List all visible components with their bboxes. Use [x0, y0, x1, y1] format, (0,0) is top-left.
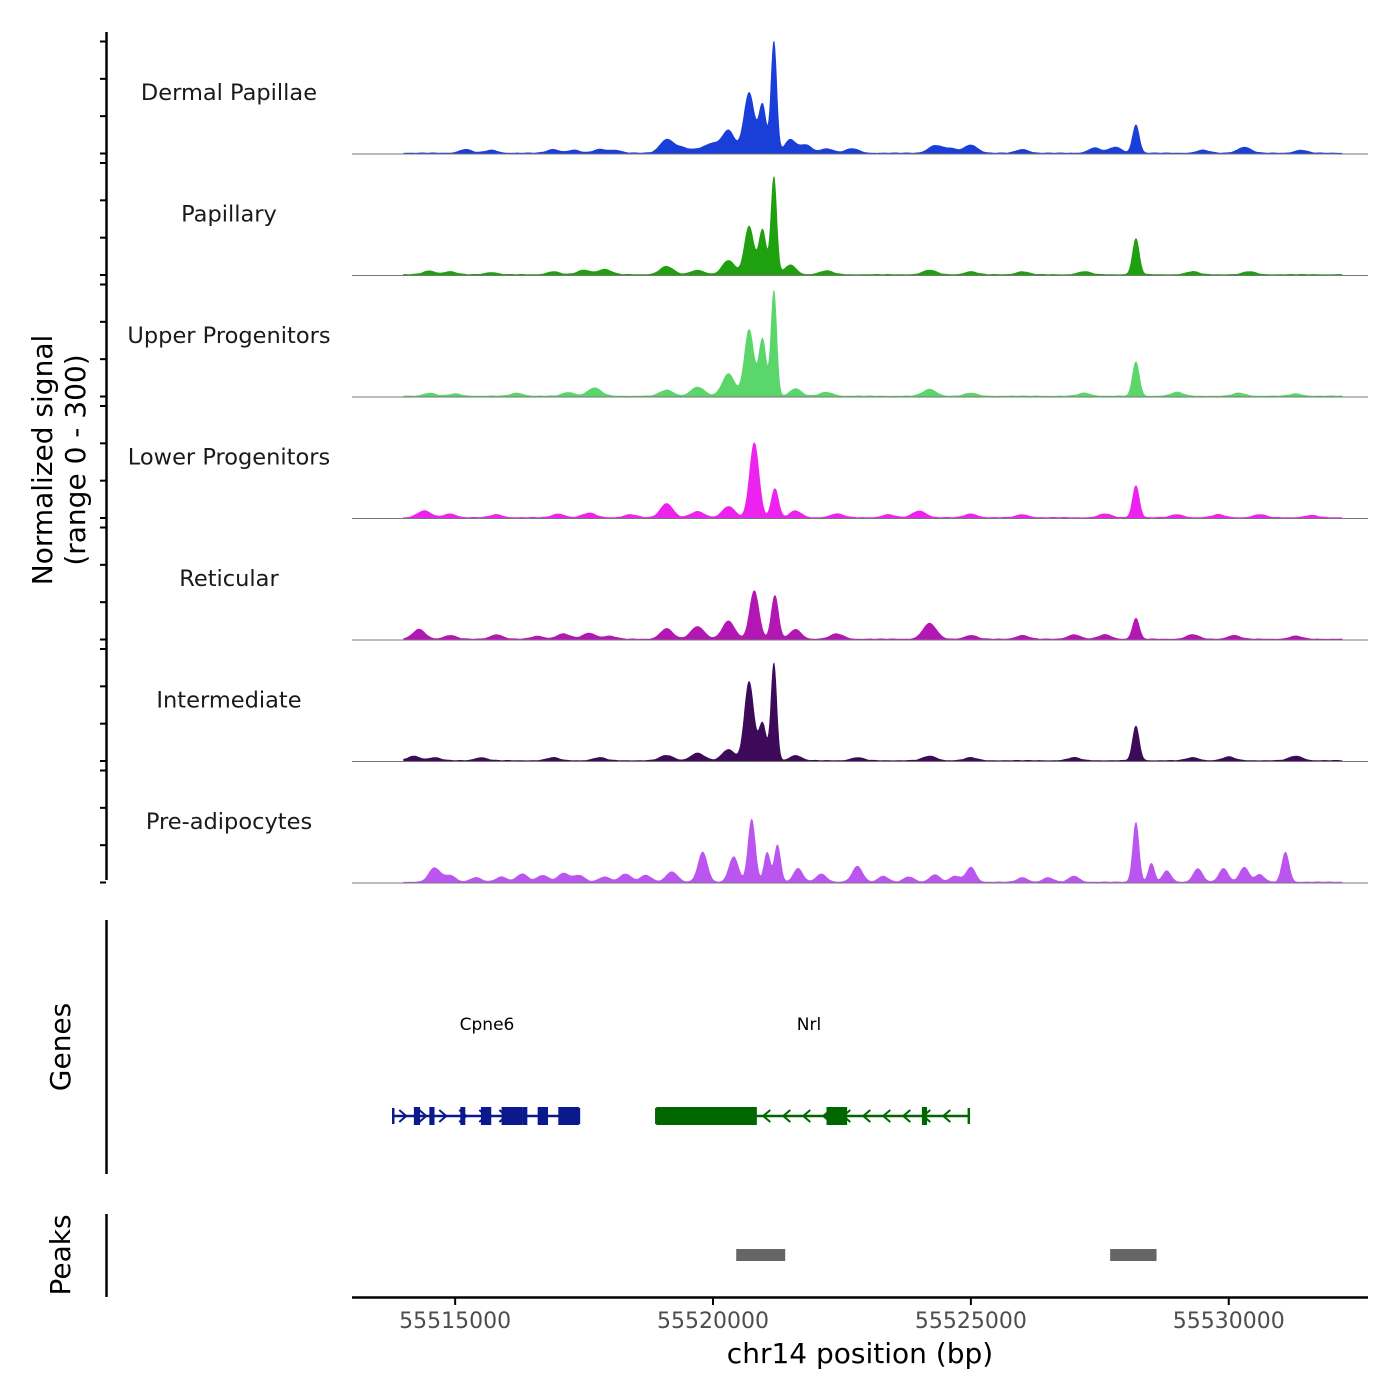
coverage-area — [403, 662, 1343, 762]
exon — [558, 1107, 579, 1125]
exon — [826, 1107, 848, 1125]
exon — [413, 1107, 421, 1125]
x-axis-title: chr14 position (bp) — [727, 1337, 993, 1370]
exon — [480, 1107, 492, 1125]
y-axis-title-line-2: (range 0 - 300) — [59, 354, 92, 565]
track-papillary: Papillary — [181, 175, 1368, 276]
strand-arrow — [901, 1109, 911, 1123]
y-axis-title-line-1: Normalized signal — [26, 335, 59, 586]
coverage-area — [403, 590, 1343, 640]
strand-arrow — [881, 1109, 891, 1123]
exon — [501, 1107, 523, 1125]
signal-y-axis-ticks — [100, 40, 106, 884]
coverage-area — [403, 289, 1343, 397]
exon — [429, 1107, 435, 1125]
exon — [537, 1107, 548, 1125]
strand-arrow — [418, 1109, 428, 1123]
x-axis-ticks: 55515000 55520000 55525000 55530000 — [399, 1298, 1285, 1334]
exon — [460, 1107, 466, 1125]
coverage-tracks: Dermal Papillae Papillary Upper Progenitor… — [127, 40, 1368, 884]
track-label: Lower Progenitors — [128, 445, 330, 471]
coverage-area — [403, 818, 1343, 883]
track-label: Pre-adipocytes — [146, 809, 312, 835]
gene-name: Nrl — [797, 1015, 821, 1035]
exon — [921, 1107, 928, 1125]
track-label: Reticular — [179, 566, 279, 592]
strand-arrow — [781, 1109, 791, 1123]
genes-panel-label: Genes — [44, 1003, 77, 1091]
peaks-panel-label: Peaks — [44, 1214, 77, 1295]
track-pre-adipocytes: Pre-adipocytes — [146, 809, 1368, 884]
strand-arrow — [941, 1109, 951, 1123]
coverage-area — [403, 442, 1343, 519]
gene-models: Cpne6 Nrl — [392, 1015, 971, 1125]
track-label: Upper Progenitors — [127, 323, 330, 349]
track-label: Intermediate — [156, 688, 301, 714]
x-tick-label: 55515000 — [399, 1309, 511, 1334]
x-tick-label: 55520000 — [657, 1309, 769, 1334]
peak-region — [736, 1249, 786, 1261]
strand-arrow — [801, 1109, 811, 1123]
track-upper-progenitors: Upper Progenitors — [127, 289, 1368, 398]
gene-cpne6: Cpne6 — [392, 1015, 581, 1125]
x-tick-label: 55530000 — [1173, 1309, 1285, 1334]
peak-regions — [736, 1249, 1157, 1261]
track-lower-progenitors: Lower Progenitors — [128, 442, 1368, 519]
peak-region — [1110, 1249, 1157, 1261]
strand-arrow — [861, 1109, 871, 1123]
exon — [656, 1107, 757, 1125]
exon — [522, 1107, 528, 1125]
strand-arrow — [438, 1109, 448, 1123]
track-label: Dermal Papillae — [141, 80, 317, 106]
track-dermal-papillae: Dermal Papillae — [141, 40, 1368, 155]
track-reticular: Reticular — [179, 566, 1368, 641]
track-intermediate: Intermediate — [156, 662, 1368, 762]
coverage-area — [403, 175, 1343, 276]
gene-name: Cpne6 — [460, 1015, 515, 1035]
strand-arrow — [398, 1109, 408, 1123]
coverage-area — [403, 40, 1343, 154]
gene-nrl: Nrl — [655, 1015, 971, 1125]
x-tick-label: 55525000 — [915, 1309, 1027, 1334]
strand-arrow — [761, 1109, 771, 1123]
track-label: Papillary — [181, 202, 277, 228]
